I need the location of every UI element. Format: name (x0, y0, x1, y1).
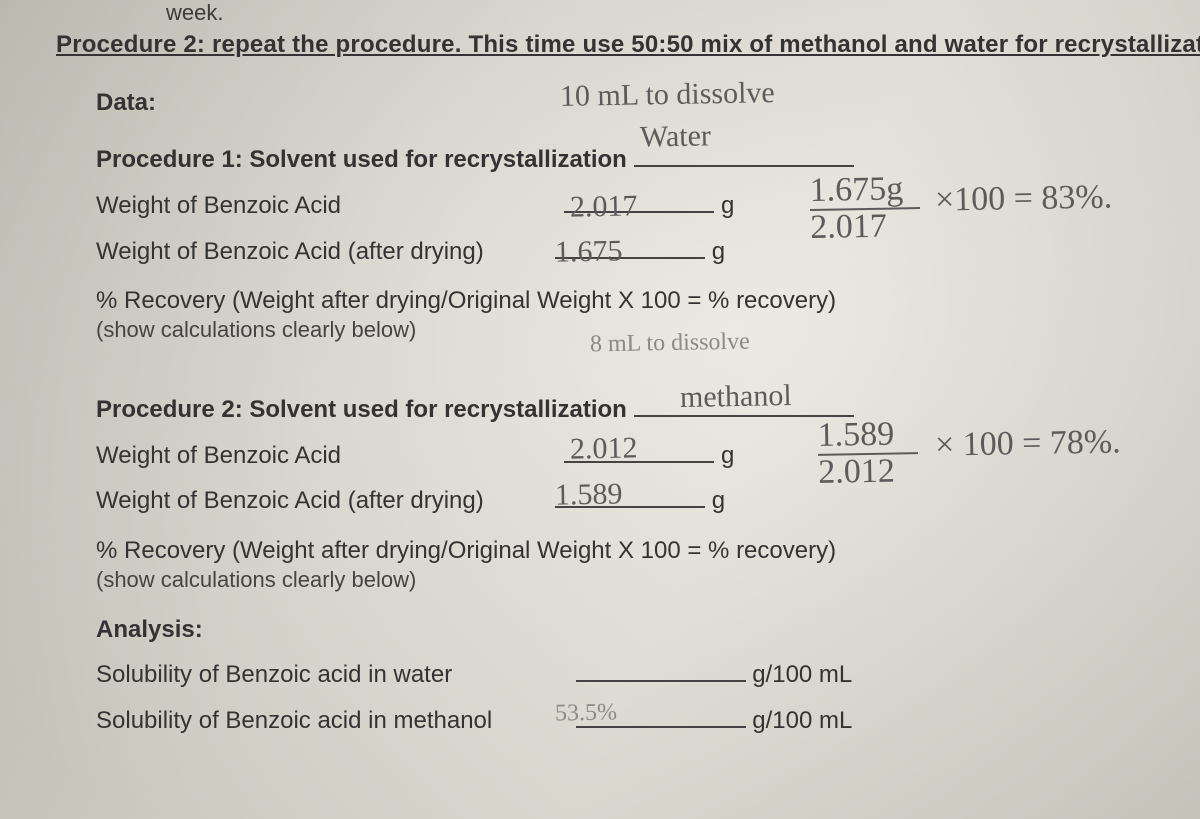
sol-meth-blank (576, 726, 746, 728)
proc2-weight-dry-blank (555, 506, 705, 508)
sol-water-label: Solubility of Benzoic acid in water (96, 661, 452, 688)
sol-meth-label: Solubility of Benzoic acid in methanol (96, 707, 492, 734)
proc2-weight-dry-label: Weight of Benzoic Acid (after drying) (96, 487, 484, 514)
sol-water-unit: g/100 mL (752, 661, 852, 688)
proc1-weight-unit: g (721, 192, 734, 219)
proc2-weight-blank (564, 461, 714, 463)
proc1-recovery-label: % Recovery (Weight after drying/Original… (96, 287, 836, 314)
analysis-heading: Analysis: (96, 616, 1144, 644)
proc2-recovery-label: % Recovery (Weight after drying/Original… (96, 537, 836, 564)
proc1-weight-label: Weight of Benzoic Acid (96, 192, 341, 219)
proc1-weight-dry-unit: g (712, 238, 725, 265)
data-heading: Data: (96, 89, 1144, 117)
proc2-weight-dry-unit: g (712, 487, 725, 514)
proc1-weight-blank (564, 211, 714, 213)
sol-meth-unit: g/100 mL (752, 707, 852, 734)
sol-water-blank (576, 680, 746, 682)
procedure2-instruction: Procedure 2: repeat the procedure. This … (56, 31, 1144, 59)
proc1-weight-dry-blank (555, 257, 705, 259)
proc1-solvent-blank (634, 165, 854, 167)
proc1-show-calc: (show calculations clearly below) (96, 317, 1144, 342)
proc2-solvent-blank (634, 415, 854, 417)
proc2-show-calc: (show calculations clearly below) (96, 567, 1144, 592)
week-fragment: week. (166, 0, 1144, 25)
proc1-weight-dry-label: Weight of Benzoic Acid (after drying) (96, 238, 484, 265)
proc2-weight-unit: g (721, 442, 734, 469)
proc2-weight-label: Weight of Benzoic Acid (96, 442, 341, 469)
proc1-heading: Procedure 1: Solvent used for recrystall… (96, 146, 627, 173)
proc2-heading: Procedure 2: Solvent used for recrystall… (96, 396, 627, 423)
